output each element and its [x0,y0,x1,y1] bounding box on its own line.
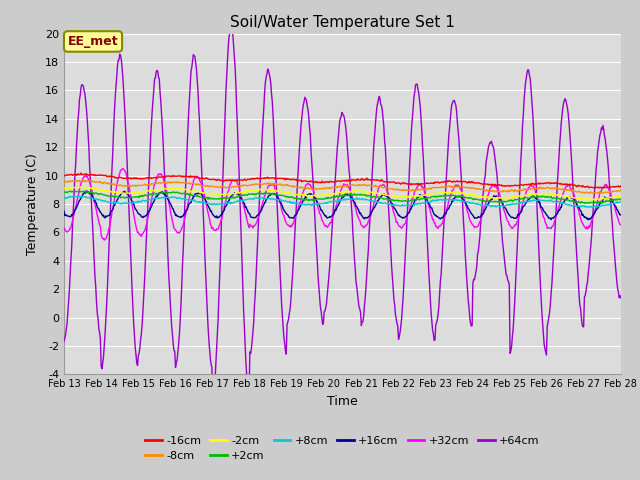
X-axis label: Time: Time [327,395,358,408]
Title: Soil/Water Temperature Set 1: Soil/Water Temperature Set 1 [230,15,455,30]
Legend: -16cm, -8cm, -2cm, +2cm, +8cm, +16cm, +32cm, +64cm: -16cm, -8cm, -2cm, +2cm, +8cm, +16cm, +3… [141,431,544,466]
Text: EE_met: EE_met [68,35,118,48]
Y-axis label: Temperature (C): Temperature (C) [26,153,40,255]
